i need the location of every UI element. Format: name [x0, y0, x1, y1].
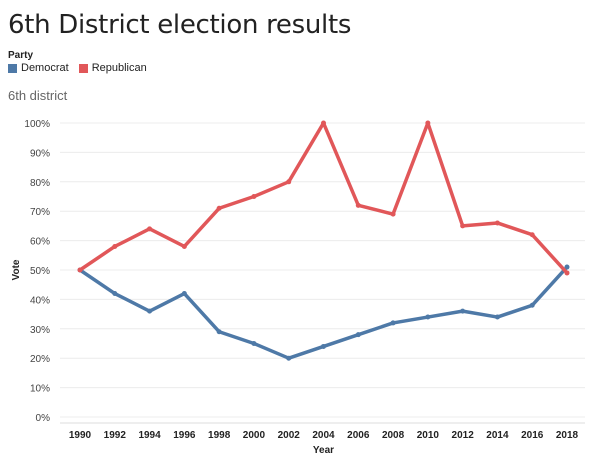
data-point-democrat: [286, 355, 292, 361]
x-tick-label: 2000: [243, 430, 266, 441]
y-tick-label: 30%: [30, 325, 50, 336]
legend-swatch-republican: [78, 63, 88, 73]
y-tick-label: 90%: [30, 148, 50, 159]
y-tick-label: 10%: [30, 384, 50, 395]
data-point-republican: [112, 243, 118, 249]
legend-label-democrat: Democrat: [21, 62, 69, 74]
y-tick-label: 50%: [30, 266, 50, 277]
data-point-democrat: [564, 264, 570, 270]
y-tick-label: 20%: [30, 354, 50, 365]
x-tick-label: 2018: [556, 430, 579, 441]
data-point-republican: [390, 211, 396, 217]
x-tick-label: 1998: [208, 430, 231, 441]
x-tick-label: 2006: [347, 430, 370, 441]
data-point-democrat: [460, 308, 466, 314]
data-point-democrat: [147, 308, 153, 314]
data-point-republican: [355, 202, 361, 208]
data-point-republican: [286, 179, 292, 185]
y-tick-label: 100%: [24, 119, 50, 130]
legend-label-republican: Republican: [91, 62, 147, 74]
data-point-democrat: [494, 314, 500, 320]
x-tick-label: 1994: [138, 430, 161, 441]
data-point-democrat: [425, 314, 431, 320]
data-point-republican: [460, 223, 466, 229]
data-point-republican: [251, 194, 257, 199]
data-point-republican: [147, 226, 153, 232]
x-tick-label: 2012: [452, 430, 475, 441]
legend-item-democrat[interactable]: Democrat: [8, 62, 69, 74]
legend-title: Party: [8, 50, 34, 61]
y-tick-label: 40%: [30, 295, 50, 306]
panel-subtitle: 6th district: [8, 88, 68, 103]
x-axis-title: Year: [313, 445, 334, 456]
x-tick-label: 2016: [521, 430, 544, 441]
x-tick-label: 1990: [69, 430, 92, 441]
chart-title: 6th District election results: [8, 10, 352, 40]
data-point-democrat: [251, 341, 257, 346]
legend-swatch-democrat: [8, 63, 17, 73]
x-tick-label: 2014: [486, 430, 509, 441]
y-tick-label: 80%: [30, 178, 50, 189]
data-point-democrat: [390, 320, 396, 326]
data-point-republican: [494, 220, 500, 226]
y-tick-label: 60%: [30, 237, 50, 248]
data-point-republican: [216, 205, 222, 211]
data-point-republican: [181, 243, 187, 249]
x-tick-label: 2008: [382, 430, 405, 441]
data-point-democrat: [181, 291, 187, 297]
data-point-democrat: [112, 291, 118, 297]
data-point-democrat: [529, 302, 535, 308]
x-tick-label: 1992: [104, 430, 127, 441]
data-point-republican: [425, 120, 431, 126]
y-axis-title: Vote: [11, 259, 22, 280]
y-tick-label: 70%: [30, 207, 50, 218]
data-point-democrat: [321, 343, 326, 349]
y-tick-label: 0%: [36, 413, 51, 424]
data-point-democrat: [216, 329, 222, 335]
data-point-republican: [564, 270, 570, 276]
x-tick-label: 1996: [173, 430, 196, 441]
data-point-democrat: [355, 332, 361, 338]
legend: Democrat Republican: [8, 62, 157, 74]
x-tick-label: 2010: [417, 430, 440, 441]
data-point-republican: [529, 232, 535, 238]
data-point-republican: [321, 120, 326, 126]
x-tick-label: 2002: [278, 430, 301, 441]
data-point-republican: [77, 267, 83, 273]
legend-item-republican[interactable]: Republican: [78, 62, 147, 74]
x-tick-label: 2004: [312, 430, 335, 441]
series-line-republican: [78, 121, 569, 275]
